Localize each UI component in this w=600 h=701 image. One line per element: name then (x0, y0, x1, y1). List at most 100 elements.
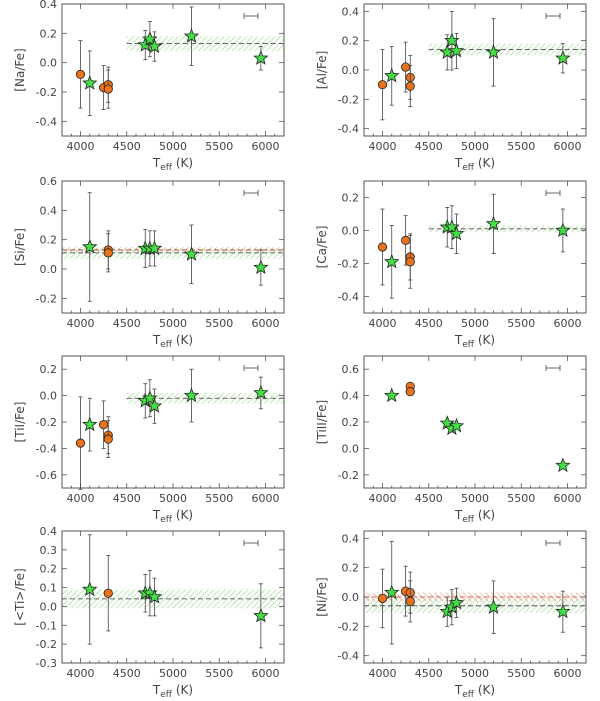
x-tick-label: 4500 (113, 492, 141, 505)
x-axis-label: Teff (K) (152, 683, 193, 700)
x-tick-label: 4000 (369, 140, 397, 153)
data-point-star (555, 222, 571, 238)
y-axis-label-element: Ti (13, 601, 27, 612)
data-point-star (82, 581, 98, 597)
x-axis-label-main: T (454, 683, 463, 697)
x-tick-label: 5500 (205, 317, 233, 330)
panel-7-ni: 4000 4500 5000 5500 6000 -0.4 -0.2 0.0 0.2 0.4 [Ni… (315, 530, 587, 700)
data-point-circle (405, 257, 415, 267)
y-axis-label: [Ni/Fe] (315, 577, 329, 616)
y-axis-label: [<Ti>/Fe] (13, 568, 27, 625)
data-point-star (555, 603, 571, 619)
x-tick-label: 4000 (67, 667, 95, 680)
x-axis-label-unit: (K) (172, 508, 193, 522)
x-axis-label-unit: (K) (474, 508, 495, 522)
x-tick-label: 4000 (369, 317, 397, 330)
y-tick-label: -0.2 (36, 638, 57, 651)
y-axis-label: [Ca/Fe] (315, 226, 329, 269)
data-point-circle (103, 588, 113, 598)
y-tick-label: 0.6 (342, 363, 360, 376)
y-axis-label: [TiI/Fe] (13, 402, 27, 443)
x-axis-label-unit: (K) (172, 683, 193, 697)
x-tick-label: 4000 (67, 492, 95, 505)
data-point-star (146, 240, 163, 256)
y-tick-label: 0.2 (342, 416, 360, 429)
y-tick-label: 0.4 (40, 525, 58, 538)
y-tick-label: 0.0 (342, 442, 360, 455)
data-point-star (183, 28, 200, 43)
x-tick-label: 5500 (507, 317, 535, 330)
data-point-star (253, 50, 269, 65)
x-tick-label: 5500 (507, 492, 535, 505)
x-axis-label-unit: (K) (474, 333, 495, 347)
data-point-circle (103, 248, 113, 258)
x-tick-label: 4000 (369, 667, 397, 680)
data-point-star (253, 607, 269, 623)
data-point-circle (75, 69, 86, 80)
data-point-star (183, 387, 200, 403)
x-tick-label: 5000 (461, 492, 489, 505)
x-tick-label: 4500 (113, 317, 141, 330)
data-point-circle (405, 387, 415, 397)
y-axis-label-post: /Fe] (13, 48, 27, 70)
plot-frame (363, 3, 587, 137)
y-tick-label: 0.0 (342, 225, 360, 238)
data-point-circle (401, 235, 411, 245)
y-axis-label-element: Al (315, 73, 329, 85)
x-axis-label-main: T (152, 156, 161, 170)
y-tick-label: 0.0 (342, 64, 360, 77)
y-tick-label: 0.2 (40, 363, 58, 376)
x-axis-label-sub: eff (462, 515, 475, 525)
data-point-star (183, 246, 200, 261)
y-tick-label: 0.1 (40, 582, 58, 595)
y-axis-label-element: Ca (315, 248, 329, 264)
data-point-star (146, 398, 163, 413)
y-axis-label-post: /Fe] (315, 51, 329, 73)
y-axis-label: [TiII/Fe] (315, 400, 329, 444)
x-axis-label: Teff (K) (152, 508, 193, 525)
x-axis-label: Teff (K) (152, 156, 193, 173)
x-tick-label: 4500 (113, 667, 141, 680)
y-tick-label: -0.2 (36, 416, 57, 429)
x-axis-label-main: T (454, 508, 463, 522)
x-axis-label: Teff (K) (454, 156, 495, 173)
data-point-star (384, 253, 400, 269)
data-point-circle (377, 242, 388, 252)
band-orange (62, 248, 284, 252)
x-tick-label: 6000 (554, 140, 582, 153)
y-tick-label: 0.0 (40, 263, 58, 276)
x-tick-label: 5500 (205, 667, 233, 680)
x-axis-label-sub: eff (160, 515, 173, 525)
data-point-star (253, 384, 269, 400)
x-axis-label-main: T (152, 683, 161, 697)
data-point-circle (103, 434, 113, 444)
x-axis-label-sub: eff (160, 690, 173, 700)
x-tick-label: 5000 (461, 140, 489, 153)
plot-frame (61, 355, 285, 489)
band-orange (364, 592, 586, 602)
x-axis-label-unit: (K) (474, 156, 495, 170)
data-point-star (485, 44, 502, 59)
y-tick-label: 0.0 (40, 57, 58, 70)
y-tick-label: -0.2 (36, 292, 57, 305)
x-axis-label: Teff (K) (152, 333, 193, 350)
x-tick-label: 6000 (252, 667, 280, 680)
x-axis-label-sub: eff (160, 340, 173, 350)
x-axis-label-sub: eff (462, 163, 475, 173)
x-tick-label: 5500 (205, 140, 233, 153)
x-tick-label: 5500 (507, 140, 535, 153)
x-axis-label-unit: (K) (172, 156, 193, 170)
panel-6-ti: 4000 4500 5000 5500 6000 -0.3 -0.2 -0.1 0.0 0.1 0.… (13, 525, 285, 700)
y-tick-label: -0.2 (338, 93, 359, 106)
x-tick-label: 5000 (461, 317, 489, 330)
x-tick-label: 4500 (113, 140, 141, 153)
data-point-star (82, 416, 98, 432)
data-point-circle (75, 438, 86, 448)
y-tick-label: -0.4 (36, 115, 57, 128)
panel-0-na: 4000 4500 5000 5500 6000 -0.4 -0.2 0.0 0.2 0.4 [Na… (13, 0, 285, 173)
y-axis-label-pre: [ (315, 440, 329, 445)
data-point-star (82, 75, 98, 90)
y-tick-label: 0.2 (40, 234, 58, 247)
band-green (62, 589, 284, 609)
